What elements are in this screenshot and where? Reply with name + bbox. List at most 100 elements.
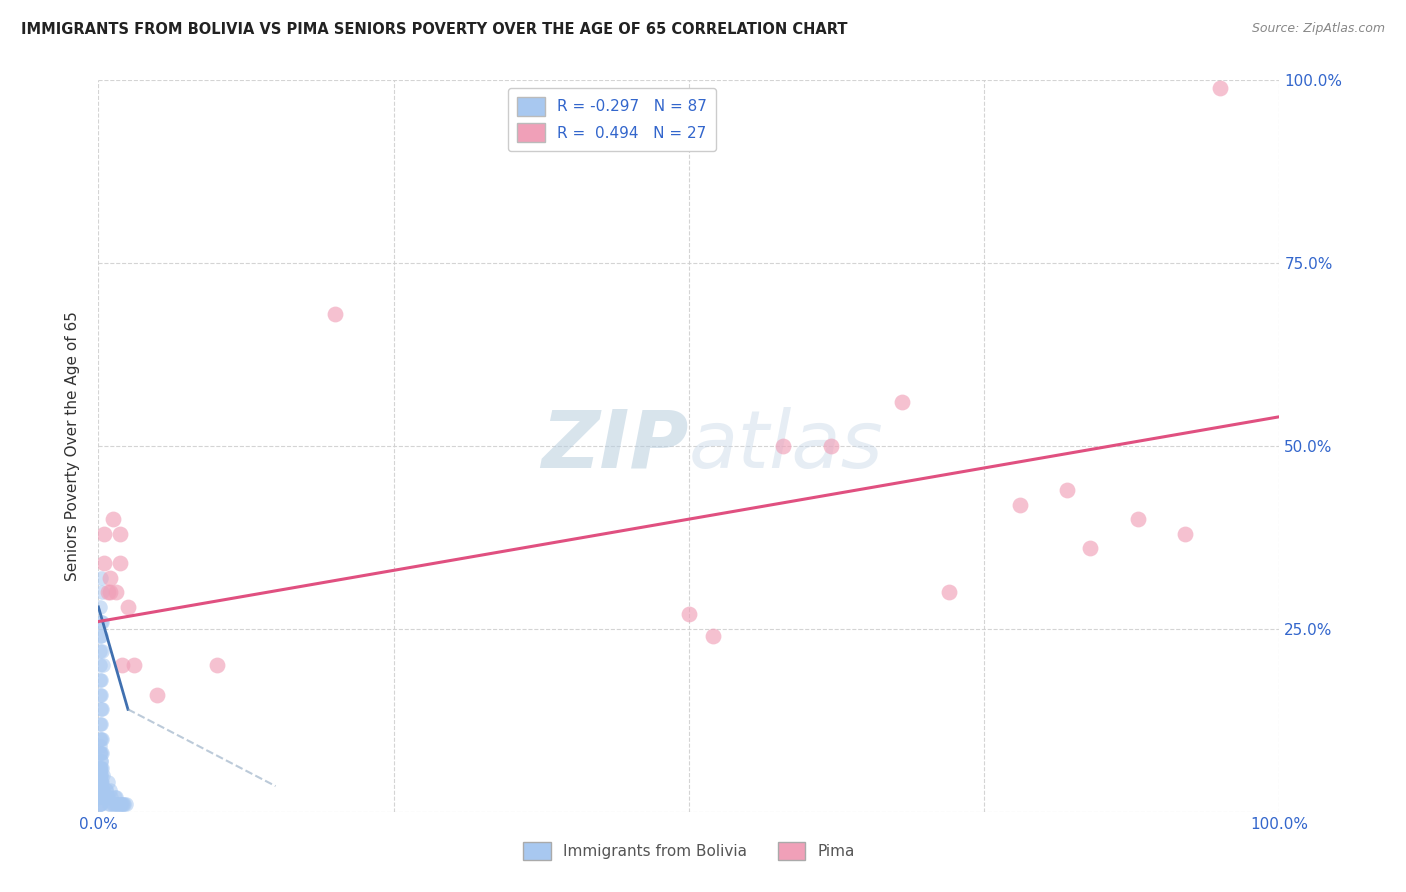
Point: [91, 790, 114, 805]
Point: [94, 782, 117, 797]
Point: [111, 797, 134, 812]
Point: [146, 688, 169, 702]
Point: [702, 629, 724, 643]
Point: [91, 644, 114, 658]
Text: IMMIGRANTS FROM BOLIVIA VS PIMA SENIORS POVERTY OVER THE AGE OF 65 CORRELATION C: IMMIGRANTS FROM BOLIVIA VS PIMA SENIORS …: [21, 22, 848, 37]
Point: [1008, 498, 1031, 512]
Text: ZIP: ZIP: [541, 407, 689, 485]
Point: [89, 775, 111, 789]
Point: [90, 746, 112, 760]
Point: [89, 790, 111, 805]
Point: [89, 775, 111, 789]
Point: [89, 782, 111, 797]
Point: [89, 746, 111, 760]
Point: [90, 731, 112, 746]
Point: [90, 754, 112, 768]
Point: [89, 797, 111, 812]
Point: [89, 790, 111, 805]
Point: [89, 761, 111, 775]
Point: [90, 775, 112, 789]
Point: [938, 585, 960, 599]
Point: [101, 512, 124, 526]
Point: [98, 571, 121, 585]
Point: [91, 731, 114, 746]
Point: [89, 761, 111, 775]
Point: [89, 797, 111, 812]
Text: atlas: atlas: [689, 407, 884, 485]
Point: [114, 797, 136, 812]
Point: [90, 571, 112, 585]
Point: [91, 782, 114, 797]
Point: [105, 797, 128, 812]
Point: [89, 746, 111, 760]
Point: [90, 615, 112, 629]
Point: [89, 761, 111, 775]
Point: [93, 790, 115, 805]
Point: [105, 797, 128, 812]
Point: [91, 615, 114, 629]
Point: [90, 782, 112, 797]
Point: [205, 658, 228, 673]
Point: [89, 658, 111, 673]
Point: [772, 439, 794, 453]
Point: [98, 797, 121, 812]
Legend: Immigrants from Bolivia, Pima: Immigrants from Bolivia, Pima: [517, 836, 860, 866]
Point: [94, 782, 117, 797]
Point: [91, 658, 114, 673]
Point: [98, 782, 121, 797]
Text: Source: ZipAtlas.com: Source: ZipAtlas.com: [1251, 22, 1385, 36]
Point: [100, 790, 122, 805]
Point: [1174, 526, 1197, 541]
Point: [108, 526, 131, 541]
Point: [89, 790, 111, 805]
Point: [91, 775, 114, 789]
Point: [90, 775, 112, 789]
Point: [90, 775, 112, 789]
Point: [93, 556, 115, 570]
Point: [97, 790, 120, 805]
Point: [1080, 541, 1102, 556]
Point: [91, 761, 114, 775]
Point: [89, 731, 111, 746]
Point: [91, 782, 114, 797]
Point: [93, 526, 115, 541]
Point: [678, 607, 700, 622]
Point: [1056, 483, 1078, 497]
Point: [90, 717, 112, 731]
Point: [97, 775, 120, 789]
Point: [820, 439, 842, 453]
Y-axis label: Seniors Poverty Over the Age of 65: Seniors Poverty Over the Age of 65: [65, 311, 80, 581]
Point: [91, 790, 114, 805]
Point: [110, 797, 132, 812]
Point: [89, 717, 111, 731]
Point: [89, 629, 111, 643]
Point: [89, 599, 111, 614]
Point: [90, 702, 112, 716]
Point: [89, 673, 111, 687]
Point: [98, 797, 121, 812]
Point: [90, 790, 112, 805]
Point: [90, 797, 112, 812]
Point: [89, 688, 111, 702]
Point: [90, 790, 112, 805]
Point: [122, 658, 145, 673]
Point: [1209, 80, 1232, 95]
Point: [111, 658, 134, 673]
Point: [90, 768, 112, 782]
Point: [108, 797, 131, 812]
Point: [91, 746, 114, 760]
Point: [90, 754, 112, 768]
Point: [1126, 512, 1149, 526]
Point: [89, 768, 111, 782]
Point: [91, 768, 114, 782]
Point: [108, 556, 131, 570]
Point: [91, 585, 114, 599]
Point: [323, 307, 346, 321]
Point: [89, 644, 111, 658]
Point: [89, 768, 111, 782]
Point: [90, 782, 112, 797]
Point: [89, 782, 111, 797]
Point: [89, 739, 111, 753]
Point: [890, 395, 912, 409]
Point: [105, 585, 128, 599]
